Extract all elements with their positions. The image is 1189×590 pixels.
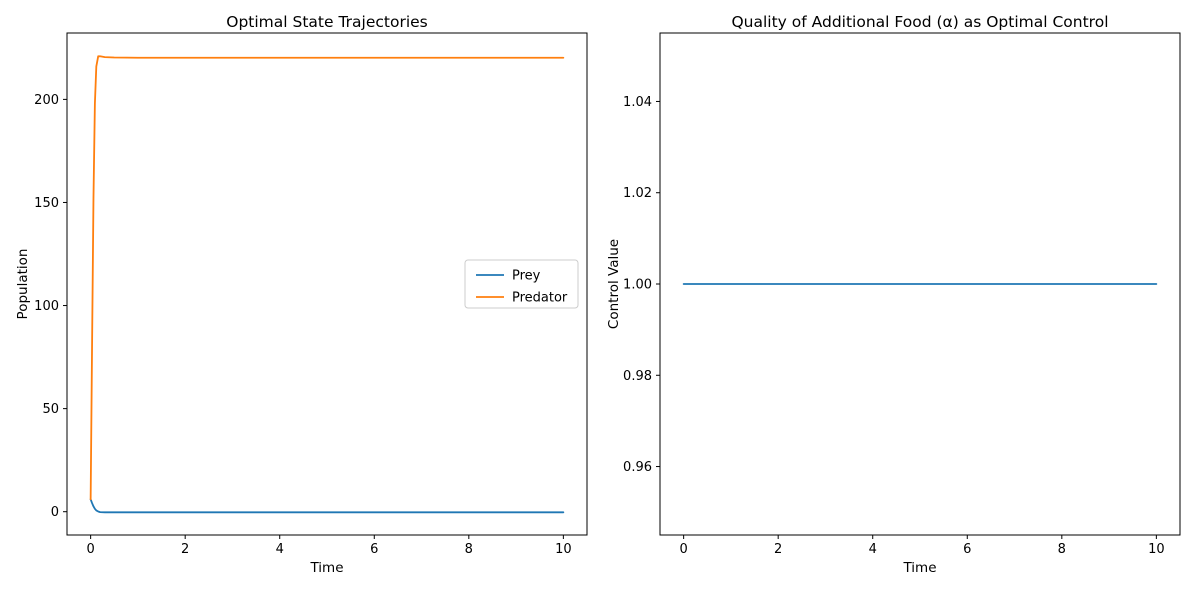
y-tick-label: 1.02 [623, 186, 652, 201]
predator-line [89, 55, 565, 501]
y-tick-label: 100 [34, 299, 59, 314]
y-tick-label: 50 [42, 402, 59, 417]
x-tick-label: 10 [1148, 542, 1165, 557]
legend-label-predator: Predator [512, 291, 568, 306]
y-tick-label: 0.98 [623, 369, 652, 384]
right-xaxis-label: Time [903, 560, 937, 576]
right-yaxis-label: Control Value [606, 238, 622, 330]
y-tick-label: 200 [34, 93, 59, 108]
right-plot-title: Quality of Additional Food (α) as Optima… [731, 13, 1109, 31]
x-tick-label: 2 [774, 542, 782, 557]
legend-label-prey: Prey [512, 269, 541, 284]
x-tick-label: 10 [555, 542, 572, 557]
prey-line [89, 498, 565, 514]
y-tick-label: 1.04 [623, 95, 652, 110]
x-tick-label: 6 [370, 542, 378, 557]
x-tick-label: 0 [86, 542, 94, 557]
axes-frame [66, 32, 588, 536]
y-tick-label: 0 [51, 505, 59, 520]
y-tick-label: 1.00 [623, 278, 652, 293]
x-tick-label: 2 [181, 542, 189, 557]
y-tick-label: 150 [34, 196, 59, 211]
y-tick-label: 0.96 [623, 460, 652, 475]
x-tick-label: 4 [276, 542, 284, 557]
left-yaxis-label: Population [15, 248, 31, 320]
x-tick-label: 8 [465, 542, 473, 557]
x-tick-label: 8 [1058, 542, 1066, 557]
x-tick-label: 6 [963, 542, 971, 557]
left-plot-title: Optimal State Trajectories [226, 13, 428, 31]
x-tick-label: 4 [869, 542, 877, 557]
legend-box [464, 259, 579, 309]
left-xaxis-label: Time [310, 560, 344, 576]
x-tick-label: 0 [679, 542, 687, 557]
